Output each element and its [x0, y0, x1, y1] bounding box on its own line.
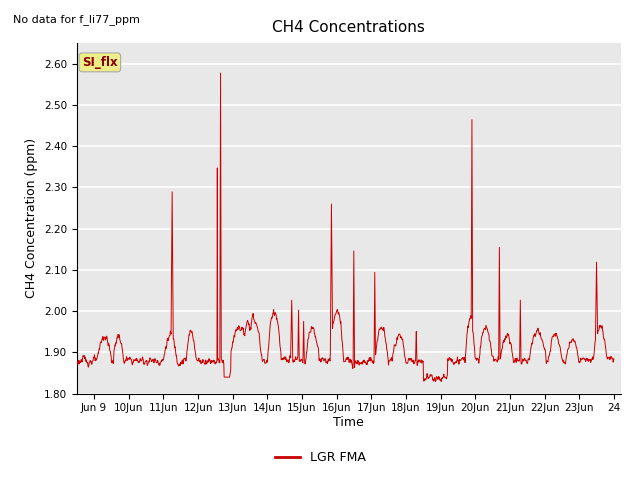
Text: No data for f_li77_ppm: No data for f_li77_ppm — [13, 14, 140, 25]
Legend: LGR FMA: LGR FMA — [269, 446, 371, 469]
Y-axis label: CH4 Concentration (ppm): CH4 Concentration (ppm) — [26, 138, 38, 299]
Text: SI_flx: SI_flx — [82, 56, 118, 69]
X-axis label: Time: Time — [333, 416, 364, 429]
Title: CH4 Concentrations: CH4 Concentrations — [273, 20, 425, 35]
